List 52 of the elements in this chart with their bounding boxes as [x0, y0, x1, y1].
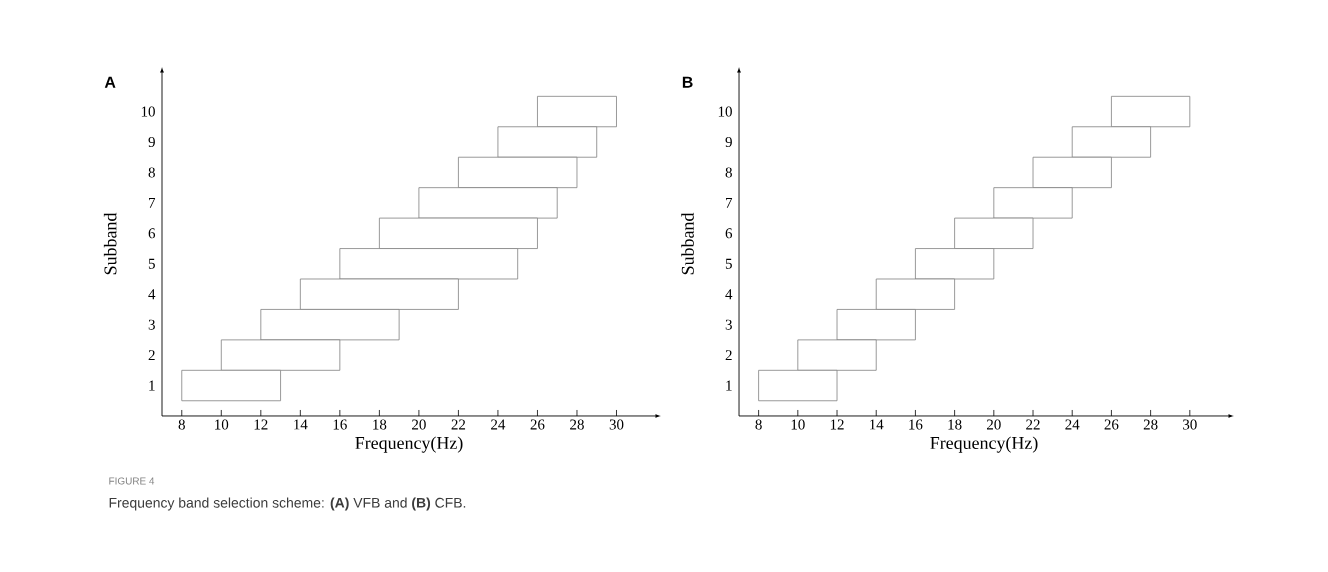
x-tick-label: 26 [1104, 419, 1119, 430]
x-tick-label: 20 [412, 419, 426, 430]
y-tick-label: 10 [141, 106, 155, 117]
x-axis-title: Frequency(Hz) [355, 436, 463, 453]
x-tick-label: 26 [530, 419, 545, 430]
y-tick-label: 10 [718, 106, 732, 117]
x-tick-label: 22 [1026, 419, 1040, 430]
x-axis-title: Frequency(Hz) [930, 436, 1038, 453]
y-tick-label: 5 [725, 258, 732, 269]
y-tick-label: 2 [148, 350, 155, 361]
x-tick-label: 16 [909, 419, 923, 430]
x-tick-label: 18 [373, 419, 387, 430]
y-tick-label: 1 [726, 380, 732, 391]
y-axis-title: Subband [103, 212, 117, 275]
x-tick-label: 12 [830, 419, 844, 430]
y-tick-label: 2 [725, 350, 732, 361]
y-tick-label: 8 [148, 167, 155, 178]
x-tick-label: 22 [451, 419, 466, 430]
chart-title: B [682, 76, 693, 88]
text: Frequency band selection scheme: (A) VFB and (B) CFB. [109, 497, 466, 511]
caption: FIGURE 4 [109, 477, 155, 485]
x-tick-label: 8 [755, 419, 762, 430]
x-tick-label: 16 [333, 419, 347, 430]
y-tick-label: 6 [725, 228, 733, 239]
y-tick-label: 4 [148, 289, 156, 300]
y-tick-label: 3 [725, 319, 732, 330]
x-tick-label: 24 [491, 419, 506, 430]
y-tick-label: 9 [148, 136, 155, 148]
x-tick-label: 14 [870, 419, 884, 430]
x-tick-label: 12 [254, 419, 268, 430]
y-tick-label: 1 [149, 380, 155, 391]
x-tick-label: 8 [178, 419, 185, 430]
x-tick-label: 20 [987, 419, 1001, 430]
x-tick-label: 30 [609, 419, 624, 430]
y-tick-label: 5 [148, 258, 155, 269]
y-tick-label: 3 [148, 319, 155, 330]
x-tick-label: 30 [1183, 419, 1197, 430]
x-tick-label: 18 [948, 419, 962, 430]
y-tick-label: 7 [149, 198, 156, 208]
y-tick-label: 4 [725, 289, 733, 300]
x-tick-label: 28 [1143, 419, 1158, 430]
y-tick-label: 7 [726, 198, 733, 208]
y-tick-label: 9 [725, 136, 732, 148]
x-tick-label: 28 [570, 419, 584, 430]
x-tick-label: 24 [1065, 419, 1080, 430]
y-tick-label: 8 [725, 167, 732, 178]
x-tick-label: 10 [215, 419, 229, 430]
y-axis-title: Subband [681, 212, 694, 275]
x-tick-label: 14 [294, 419, 308, 430]
chart-title: A [104, 76, 116, 88]
y-tick-label: 6 [148, 228, 156, 239]
x-tick-label: 10 [791, 419, 805, 430]
